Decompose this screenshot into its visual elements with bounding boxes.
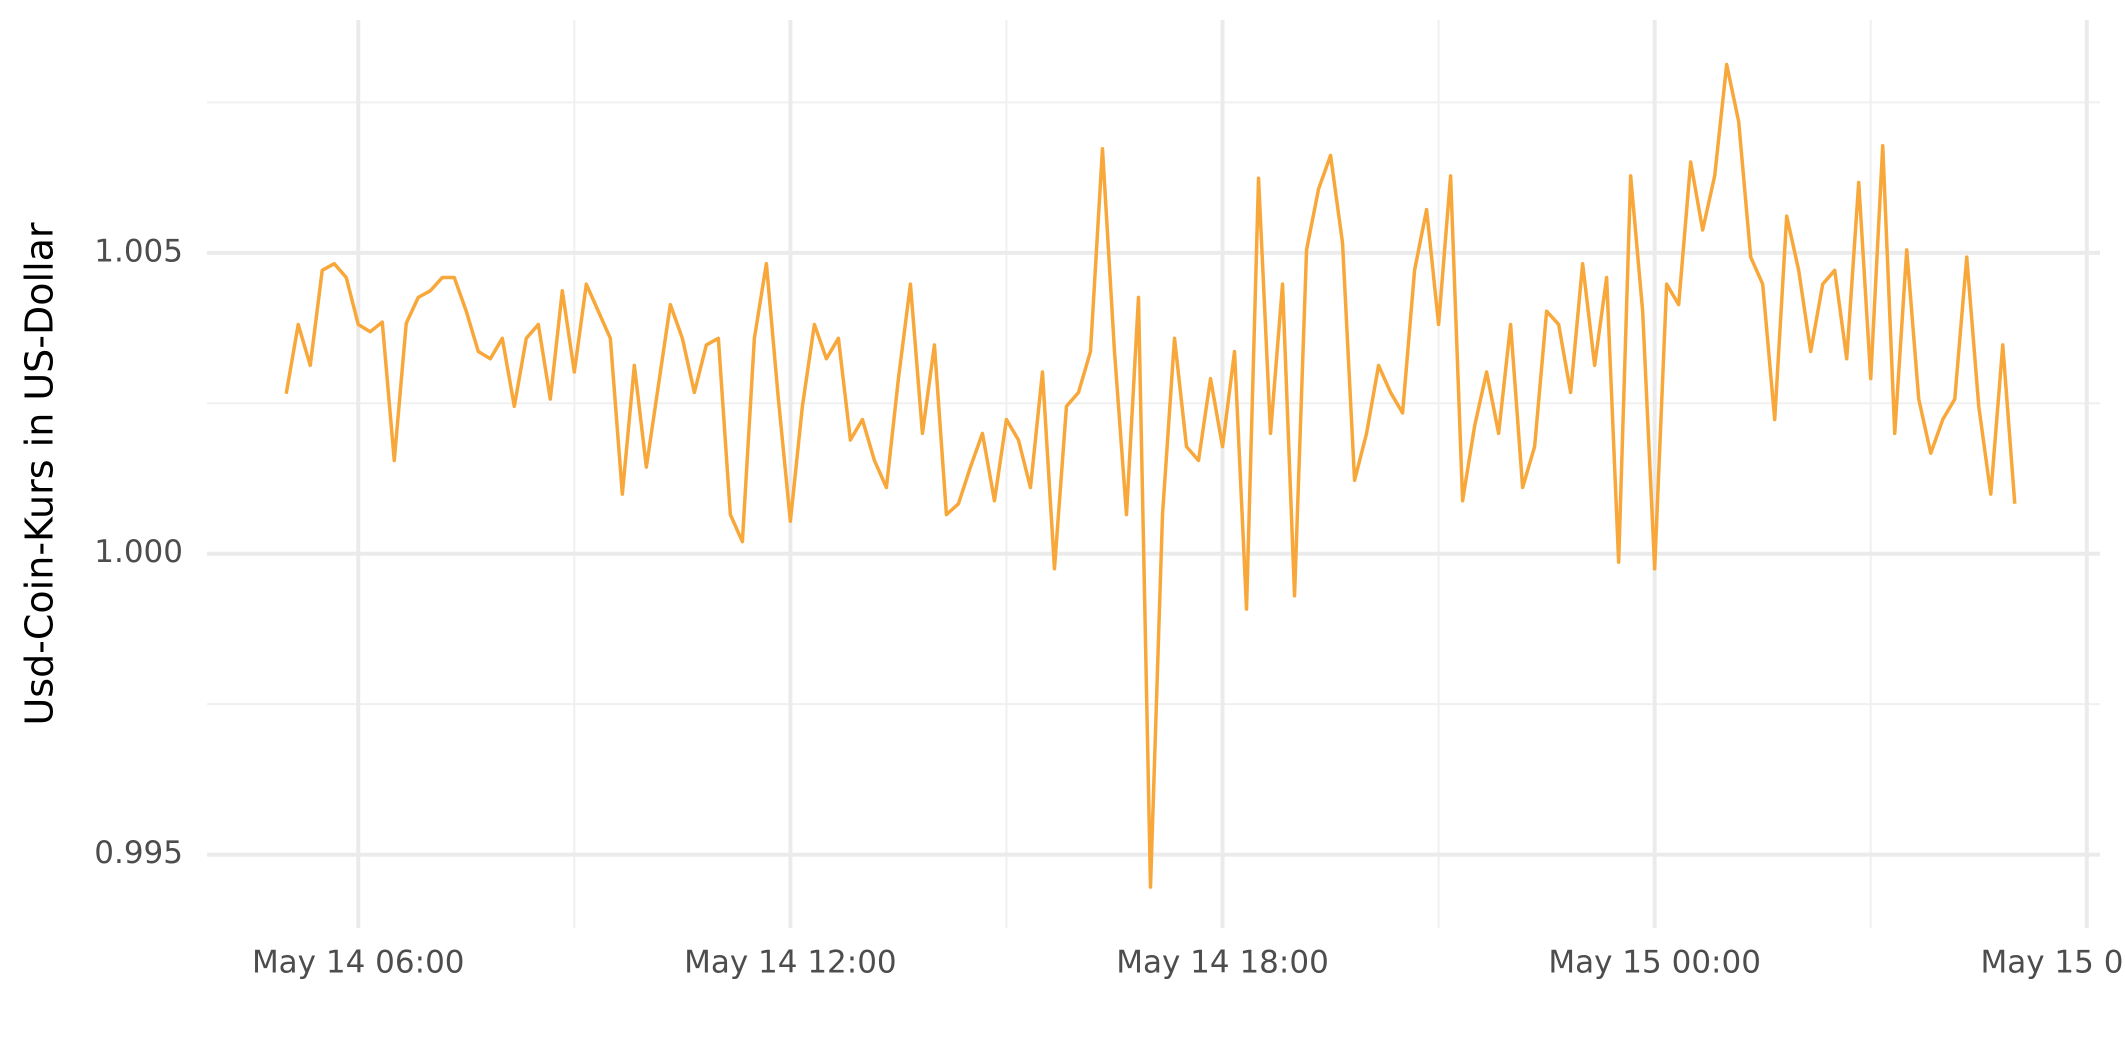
x-tick-label: May 14 18:00 [1116,945,1329,981]
y-tick-label: 0.995 [94,835,183,871]
price-line [284,62,2017,889]
x-tick-label: May 14 12:00 [684,945,897,981]
x-tick-label: May 15 00:00 [1548,945,1761,981]
y-tick-label: 1.000 [94,534,183,570]
x-tick-label: May 15 06:00 [1980,945,2125,981]
x-tick-label: May 14 06:00 [252,945,465,981]
y-tick-label: 1.005 [94,233,183,269]
y-axis-title: Usd-Coin-Kurs in US-Dollar [18,222,62,725]
